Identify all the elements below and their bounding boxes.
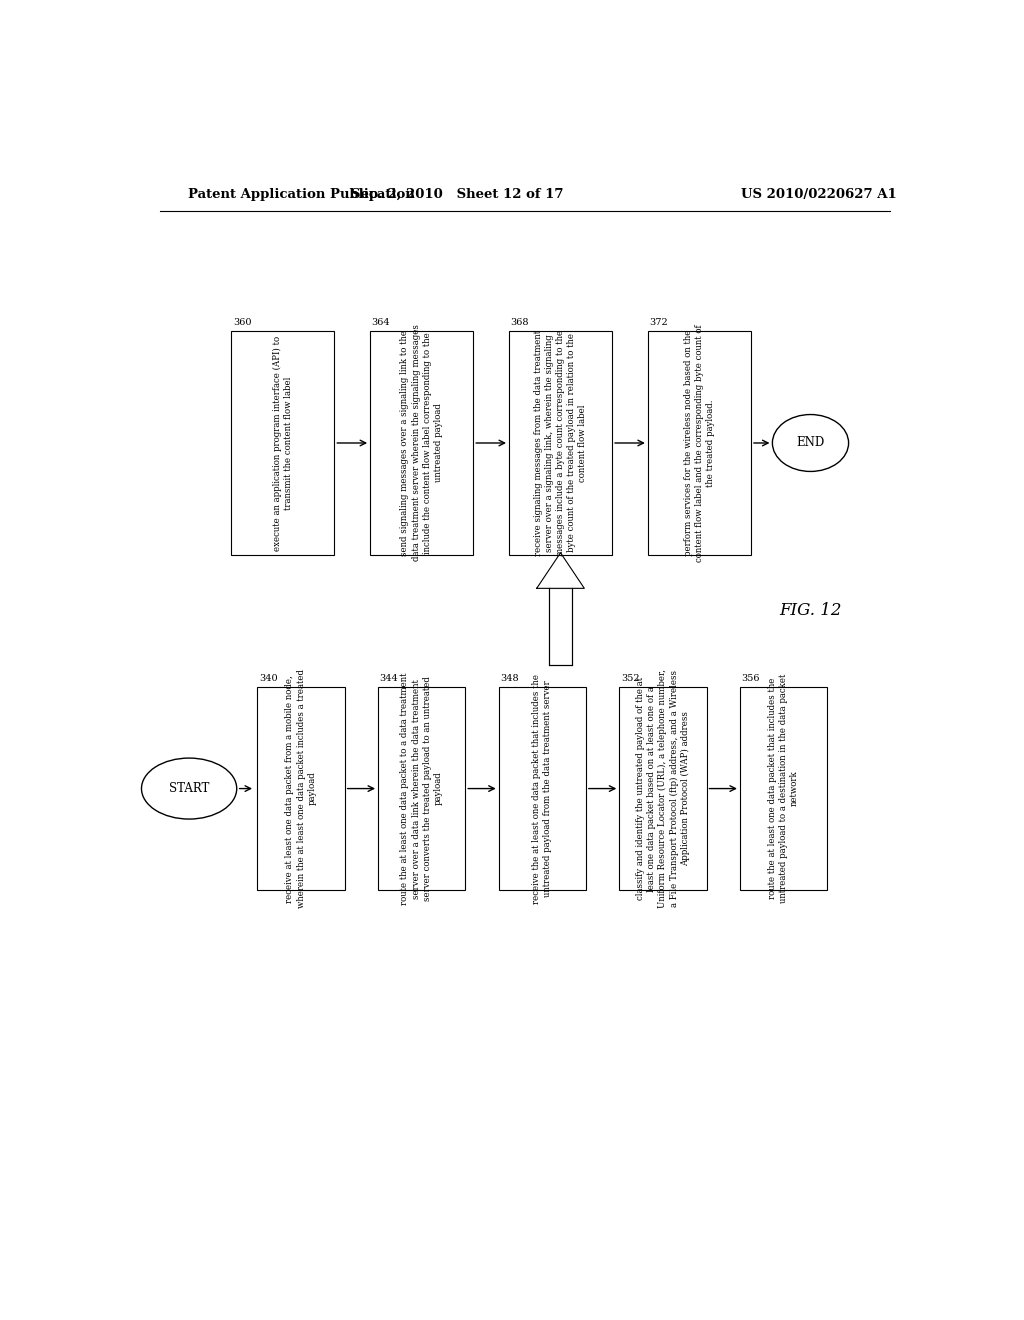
Text: Sep. 2, 2010   Sheet 12 of 17: Sep. 2, 2010 Sheet 12 of 17 <box>351 189 563 202</box>
Text: perform services for the wireless node based on the
content flow label and the c: perform services for the wireless node b… <box>684 325 715 562</box>
Text: route the at least one data packet that includes the
untreated payload to a dest: route the at least one data packet that … <box>768 675 799 903</box>
Text: 356: 356 <box>741 675 760 682</box>
Bar <box>648 331 751 554</box>
Ellipse shape <box>772 414 849 471</box>
Bar <box>257 686 345 890</box>
Bar <box>549 589 572 664</box>
Text: 344: 344 <box>380 675 398 682</box>
Text: send signaling messages over a signaling link to the
data treatment server where: send signaling messages over a signaling… <box>400 325 442 561</box>
Bar <box>370 331 473 554</box>
Text: START: START <box>169 781 209 795</box>
Text: 360: 360 <box>232 318 251 327</box>
Bar <box>620 686 707 890</box>
Text: 348: 348 <box>500 675 519 682</box>
Bar <box>740 686 827 890</box>
Bar <box>378 686 465 890</box>
Bar <box>509 331 612 554</box>
Text: execute an application program interface (API) to
transmit the content flow labe: execute an application program interface… <box>272 335 293 550</box>
Text: receive at least one data packet from a mobile node,
wherein the at least one da: receive at least one data packet from a … <box>286 669 316 908</box>
Text: 368: 368 <box>511 318 529 327</box>
Text: receive signaling messages from the data treatment
server over a signaling link,: receive signaling messages from the data… <box>534 330 587 556</box>
Text: 340: 340 <box>259 675 278 682</box>
Polygon shape <box>537 553 585 589</box>
Text: END: END <box>797 437 824 450</box>
Text: route the at least one data packet to a data treatment
server over a data link w: route the at least one data packet to a … <box>400 672 442 904</box>
Text: 372: 372 <box>649 318 668 327</box>
Text: US 2010/0220627 A1: US 2010/0220627 A1 <box>740 189 896 202</box>
Text: 352: 352 <box>621 675 639 682</box>
Text: receive the at least one data packet that includes the
untreated payload from th: receive the at least one data packet tha… <box>532 673 552 904</box>
Text: classify and identify the untreated payload of the at
least one data packet base: classify and identify the untreated payl… <box>636 669 690 908</box>
Ellipse shape <box>141 758 237 818</box>
Text: FIG. 12: FIG. 12 <box>778 602 842 619</box>
Bar <box>231 331 334 554</box>
Bar <box>499 686 586 890</box>
Text: 364: 364 <box>372 318 390 327</box>
Text: Patent Application Publication: Patent Application Publication <box>187 189 415 202</box>
